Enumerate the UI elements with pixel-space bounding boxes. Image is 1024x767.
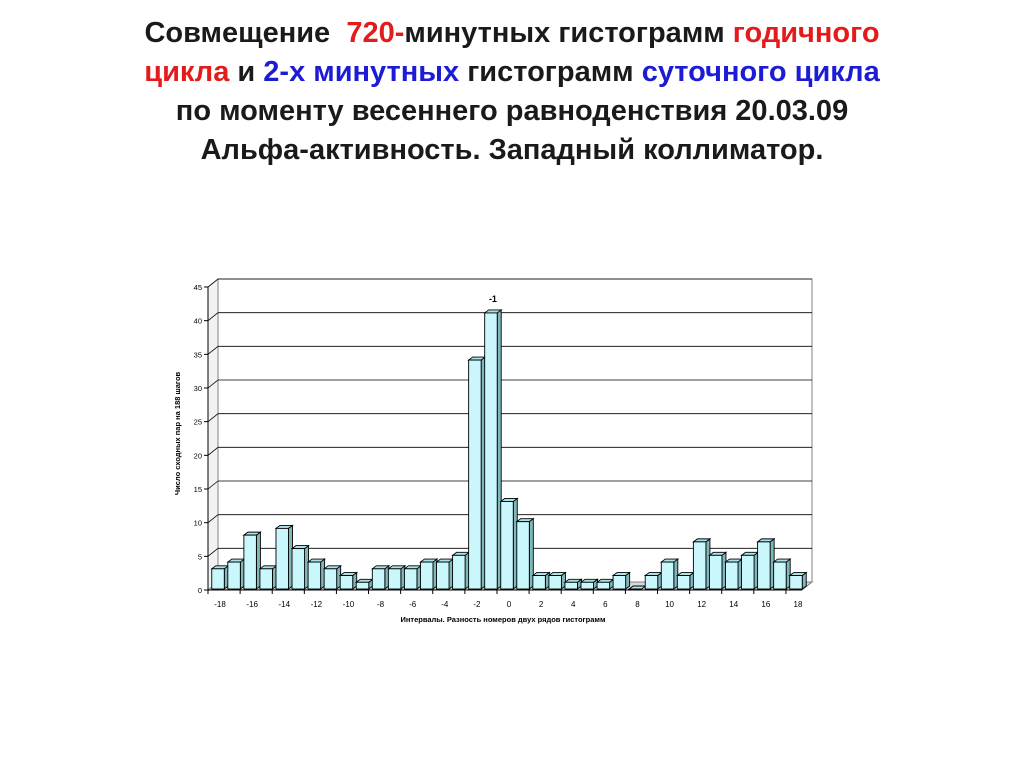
bar (259, 568, 273, 590)
title-text: гистограмм (467, 56, 634, 88)
bar (387, 568, 402, 590)
x-tick-label: 6 (603, 600, 608, 609)
bar (355, 581, 370, 590)
title-text: минутных гистограмм (404, 17, 725, 49)
plot-side-wall (207, 277, 219, 592)
bar (339, 575, 354, 590)
x-tick-label: -18 (214, 600, 226, 609)
x-tick-label: -2 (473, 600, 481, 609)
x-tick-label: -4 (441, 600, 449, 609)
bar (692, 541, 707, 590)
title-highlight-blue: 2-х минутных (263, 56, 460, 88)
title-line-4: Альфа-активность. Западный коллиматор. (200, 134, 824, 166)
x-tick-label: -6 (409, 600, 417, 609)
title-text: и (237, 56, 256, 88)
gridline-diagonal (207, 548, 219, 557)
gridline-diagonal (207, 447, 219, 456)
title-highlight-red: 720- (346, 17, 405, 49)
bar (708, 554, 723, 590)
bar (243, 534, 257, 590)
bar (532, 575, 546, 590)
bar (725, 561, 739, 590)
bar (644, 575, 659, 590)
bar (291, 548, 306, 590)
bar (789, 575, 803, 590)
x-tick-label: 18 (794, 600, 803, 609)
title-line-3: по моменту весеннего равноденствия 20.03… (175, 95, 849, 127)
bar (468, 359, 482, 590)
bar (371, 568, 386, 590)
x-tick-label: -12 (311, 600, 323, 609)
x-tick-label: 2 (539, 600, 544, 609)
x-tick-label: 16 (761, 600, 770, 609)
title-highlight-red: цикла (144, 56, 230, 88)
bar (452, 554, 466, 590)
gridline-diagonal (207, 312, 219, 321)
y-tick-label: 10 (194, 519, 202, 528)
x-tick-label: 4 (571, 600, 576, 609)
x-tick-label: 0 (507, 600, 512, 609)
bar (676, 575, 691, 590)
x-tick-label: -16 (246, 600, 258, 609)
x-tick-label: -14 (278, 600, 290, 609)
gridline-diagonal (207, 413, 219, 422)
y-tick-label: 5 (198, 552, 202, 561)
bar (323, 568, 338, 590)
y-tick-label: 35 (194, 350, 202, 359)
title-text: Совмещение (144, 17, 331, 49)
bar (436, 561, 450, 590)
bar (275, 527, 289, 590)
y-tick-label: 0 (198, 586, 202, 595)
bar (741, 554, 755, 590)
x-tick-label: 14 (729, 600, 738, 609)
y-tick-label: 45 (194, 283, 202, 292)
peak-annotation: -1 (489, 294, 497, 304)
gridline-diagonal (207, 346, 219, 355)
x-axis-title: Интервалы. Разность номеров двух рядов г… (400, 615, 605, 624)
y-axis-title: Число сходных пар на 188 шагов (173, 371, 182, 495)
bar (757, 541, 771, 590)
x-tick-label: -8 (377, 600, 385, 609)
bar (227, 561, 241, 590)
y-tick-label: 25 (194, 418, 202, 427)
x-tick-label: 8 (635, 600, 640, 609)
bar (612, 575, 627, 590)
bar (211, 568, 225, 590)
slide-title: Совмещение 720-минутных гистограмм годич… (0, 14, 1024, 170)
x-tick-label: 10 (665, 600, 674, 609)
bar (420, 561, 434, 590)
bar (516, 521, 530, 590)
bar (484, 312, 498, 590)
title-line-1: Совмещение 720-минутных гистограмм годич… (0, 14, 1024, 53)
y-tick-label: 30 (194, 384, 202, 393)
bar (500, 501, 514, 590)
bar (660, 561, 675, 590)
title-highlight-red: годичного (732, 17, 880, 49)
y-tick-label: 20 (194, 451, 202, 460)
y-tick-label: 40 (194, 317, 202, 326)
x-tick-label: -10 (343, 600, 355, 609)
bar (307, 561, 322, 590)
y-tick-label: 15 (194, 485, 202, 494)
bar (580, 581, 594, 590)
x-tick-label: 12 (697, 600, 706, 609)
title-highlight-blue: суточного цикла (641, 56, 880, 88)
bar (773, 561, 787, 590)
title-line-2: цикла и 2-х минутных гистограмм суточног… (0, 53, 1024, 92)
bar (403, 568, 418, 590)
gridline-diagonal (207, 379, 219, 389)
gridline-diagonal (207, 278, 219, 288)
bar (548, 575, 562, 590)
bar (564, 581, 578, 590)
gridline-diagonal (207, 514, 219, 523)
bar (596, 581, 611, 590)
gridline-diagonal (207, 480, 219, 490)
